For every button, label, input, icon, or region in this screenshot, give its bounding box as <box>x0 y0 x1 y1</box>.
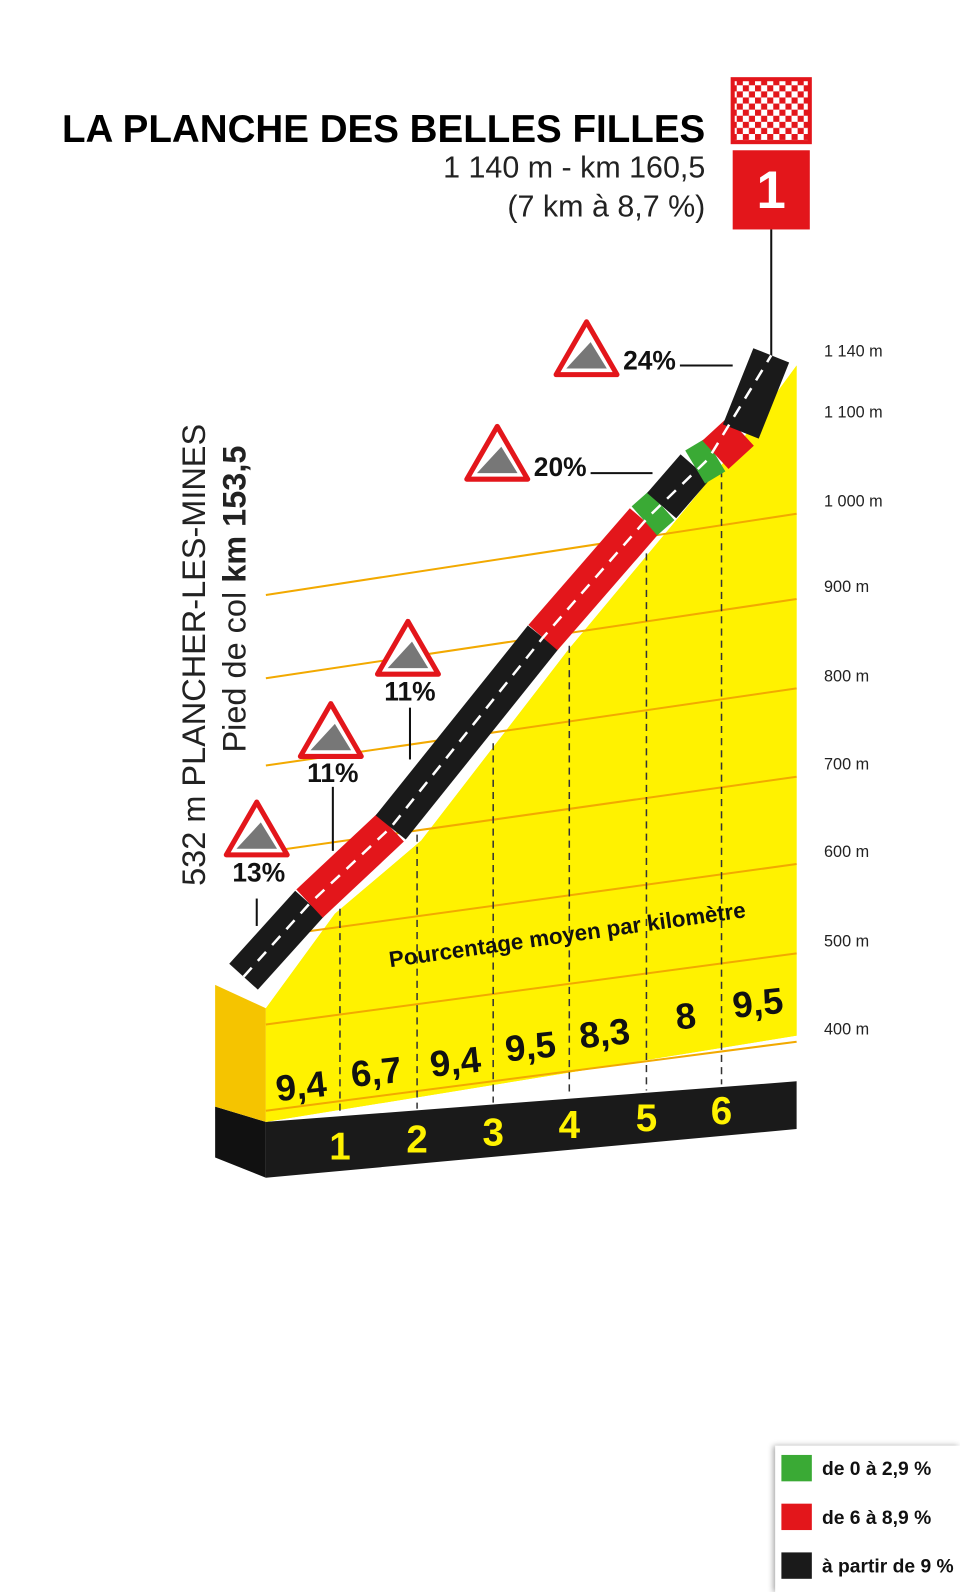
km-marker: 2 <box>406 1118 427 1161</box>
sign-label: 24% <box>623 346 676 376</box>
side-face <box>215 984 266 1122</box>
category-badge <box>732 150 810 230</box>
legend-label: de 6 à 8,9 % <box>822 1508 931 1529</box>
km-gradient: 9,4 <box>274 1063 329 1109</box>
grid-line <box>265 863 797 939</box>
road-segment <box>722 348 790 439</box>
km-marker: 3 <box>482 1111 503 1154</box>
road-segment <box>647 454 710 519</box>
km-lines <box>339 470 723 1115</box>
legend-label: à partir de 9 % <box>822 1557 954 1578</box>
detail: (7 km à 8,7 %) <box>507 189 705 223</box>
legend-swatch <box>781 1503 812 1531</box>
km-gradient: 8 <box>673 995 697 1038</box>
sign-label: 20% <box>534 452 587 482</box>
sign-mountain <box>387 641 429 669</box>
grid-line <box>265 952 797 1026</box>
legend-swatch <box>781 1454 812 1482</box>
road-segment <box>702 417 754 470</box>
km-marker: 6 <box>711 1090 732 1133</box>
sign-mountain <box>236 822 278 849</box>
base-side <box>215 1106 266 1178</box>
road-center <box>242 354 773 978</box>
start-label: Pied de col <box>217 592 253 753</box>
elevation-label: 500 m <box>824 932 869 950</box>
front-face-fill <box>265 365 797 1122</box>
elevation-label: 800 m <box>824 667 869 685</box>
km-marker: 1 <box>329 1125 350 1168</box>
title: LA PLANCHE DES BELLES FILLES <box>62 108 705 151</box>
start-place: 532 m PLANCHER-LES-MINES <box>176 424 212 886</box>
elevation-label: 1 000 m <box>824 493 883 511</box>
sign-label: 11% <box>384 677 435 707</box>
elevation-label: 1 100 m <box>824 403 883 421</box>
elevation-label: 700 m <box>824 756 869 774</box>
start-line: Pied de col km 153,5 <box>217 446 253 753</box>
sign-mountain <box>566 342 607 369</box>
elevation-label: 600 m <box>824 843 869 861</box>
finish-flag <box>730 77 812 145</box>
km-gradient: 9,4 <box>428 1039 483 1085</box>
legend-swatch <box>781 1552 812 1579</box>
km-gradient: 9,5 <box>730 980 785 1026</box>
grid-line <box>265 512 797 596</box>
km-marker: 4 <box>559 1104 581 1147</box>
sign-mountain <box>476 446 518 474</box>
sign-mountain <box>310 723 352 751</box>
km-marker: 5 <box>636 1097 657 1140</box>
sign-label: 13% <box>232 857 285 887</box>
legend-label: de 0 à 2,9 % <box>822 1459 931 1480</box>
labels: 1 140 m 1 100 m 1 000 m 900 m 800 m 700 m 600 … <box>274 342 883 1168</box>
gradient-signs: 13% 11% 11% 20% 24% <box>223 319 733 926</box>
base-front <box>265 1081 797 1178</box>
subtitle: 1 140 m - km 160,5 <box>443 151 705 185</box>
grid-line <box>265 1040 797 1112</box>
elevation-label: 400 m <box>824 1021 869 1039</box>
km-gradient: 8,3 <box>577 1010 632 1056</box>
km-gradient: 9,5 <box>503 1023 558 1069</box>
legend: de 0 à 2,9 % de 6 à 8,9 % à partir de 9 % <box>781 1454 954 1579</box>
elevation-label: 900 m <box>824 578 869 596</box>
sign-label: 11% <box>307 758 358 788</box>
start-km: km 153,5 <box>217 446 253 583</box>
km-gradient: 6,7 <box>349 1049 404 1095</box>
elevation-label: 1 140 m <box>824 342 883 360</box>
category: 1 <box>757 161 786 220</box>
